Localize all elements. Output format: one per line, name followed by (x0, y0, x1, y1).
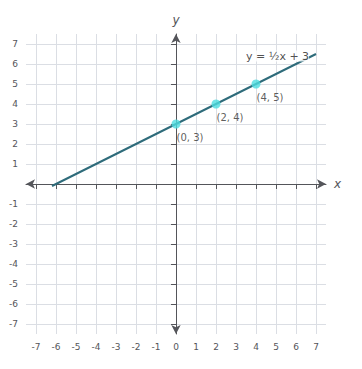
svg-text:(4, 5): (4, 5) (257, 92, 284, 103)
svg-text:(2, 4): (2, 4) (217, 112, 244, 123)
svg-text:-4: -4 (92, 342, 101, 352)
svg-text:-6: -6 (9, 299, 18, 309)
svg-text:0: 0 (173, 342, 179, 352)
svg-text:1: 1 (12, 159, 18, 169)
svg-text:-7: -7 (9, 319, 18, 329)
svg-text:6: 6 (293, 342, 299, 352)
svg-text:y: y (171, 13, 180, 27)
svg-text:5: 5 (12, 79, 18, 89)
svg-text:-7: -7 (32, 342, 41, 352)
svg-text:7: 7 (12, 39, 18, 49)
svg-text:2: 2 (12, 139, 18, 149)
svg-text:-1: -1 (152, 342, 161, 352)
svg-text:-1: -1 (9, 199, 18, 209)
svg-text:-5: -5 (72, 342, 81, 352)
svg-text:y = ½x + 3: y = ½x + 3 (246, 50, 309, 63)
svg-text:-6: -6 (52, 342, 61, 352)
svg-text:-3: -3 (9, 239, 18, 249)
svg-text:x: x (333, 177, 342, 191)
svg-text:-4: -4 (9, 259, 18, 269)
svg-text:-5: -5 (9, 279, 18, 289)
svg-text:3: 3 (12, 119, 18, 129)
svg-text:6: 6 (12, 59, 18, 69)
svg-text:-2: -2 (9, 219, 18, 229)
svg-text:2: 2 (213, 342, 219, 352)
svg-text:-2: -2 (132, 342, 141, 352)
svg-text:1: 1 (193, 342, 199, 352)
svg-text:3: 3 (233, 342, 239, 352)
svg-text:4: 4 (12, 99, 18, 109)
svg-text:(0, 3): (0, 3) (177, 132, 204, 143)
svg-text:4: 4 (253, 342, 259, 352)
svg-text:-3: -3 (112, 342, 121, 352)
svg-text:5: 5 (273, 342, 279, 352)
svg-text:7: 7 (313, 342, 319, 352)
